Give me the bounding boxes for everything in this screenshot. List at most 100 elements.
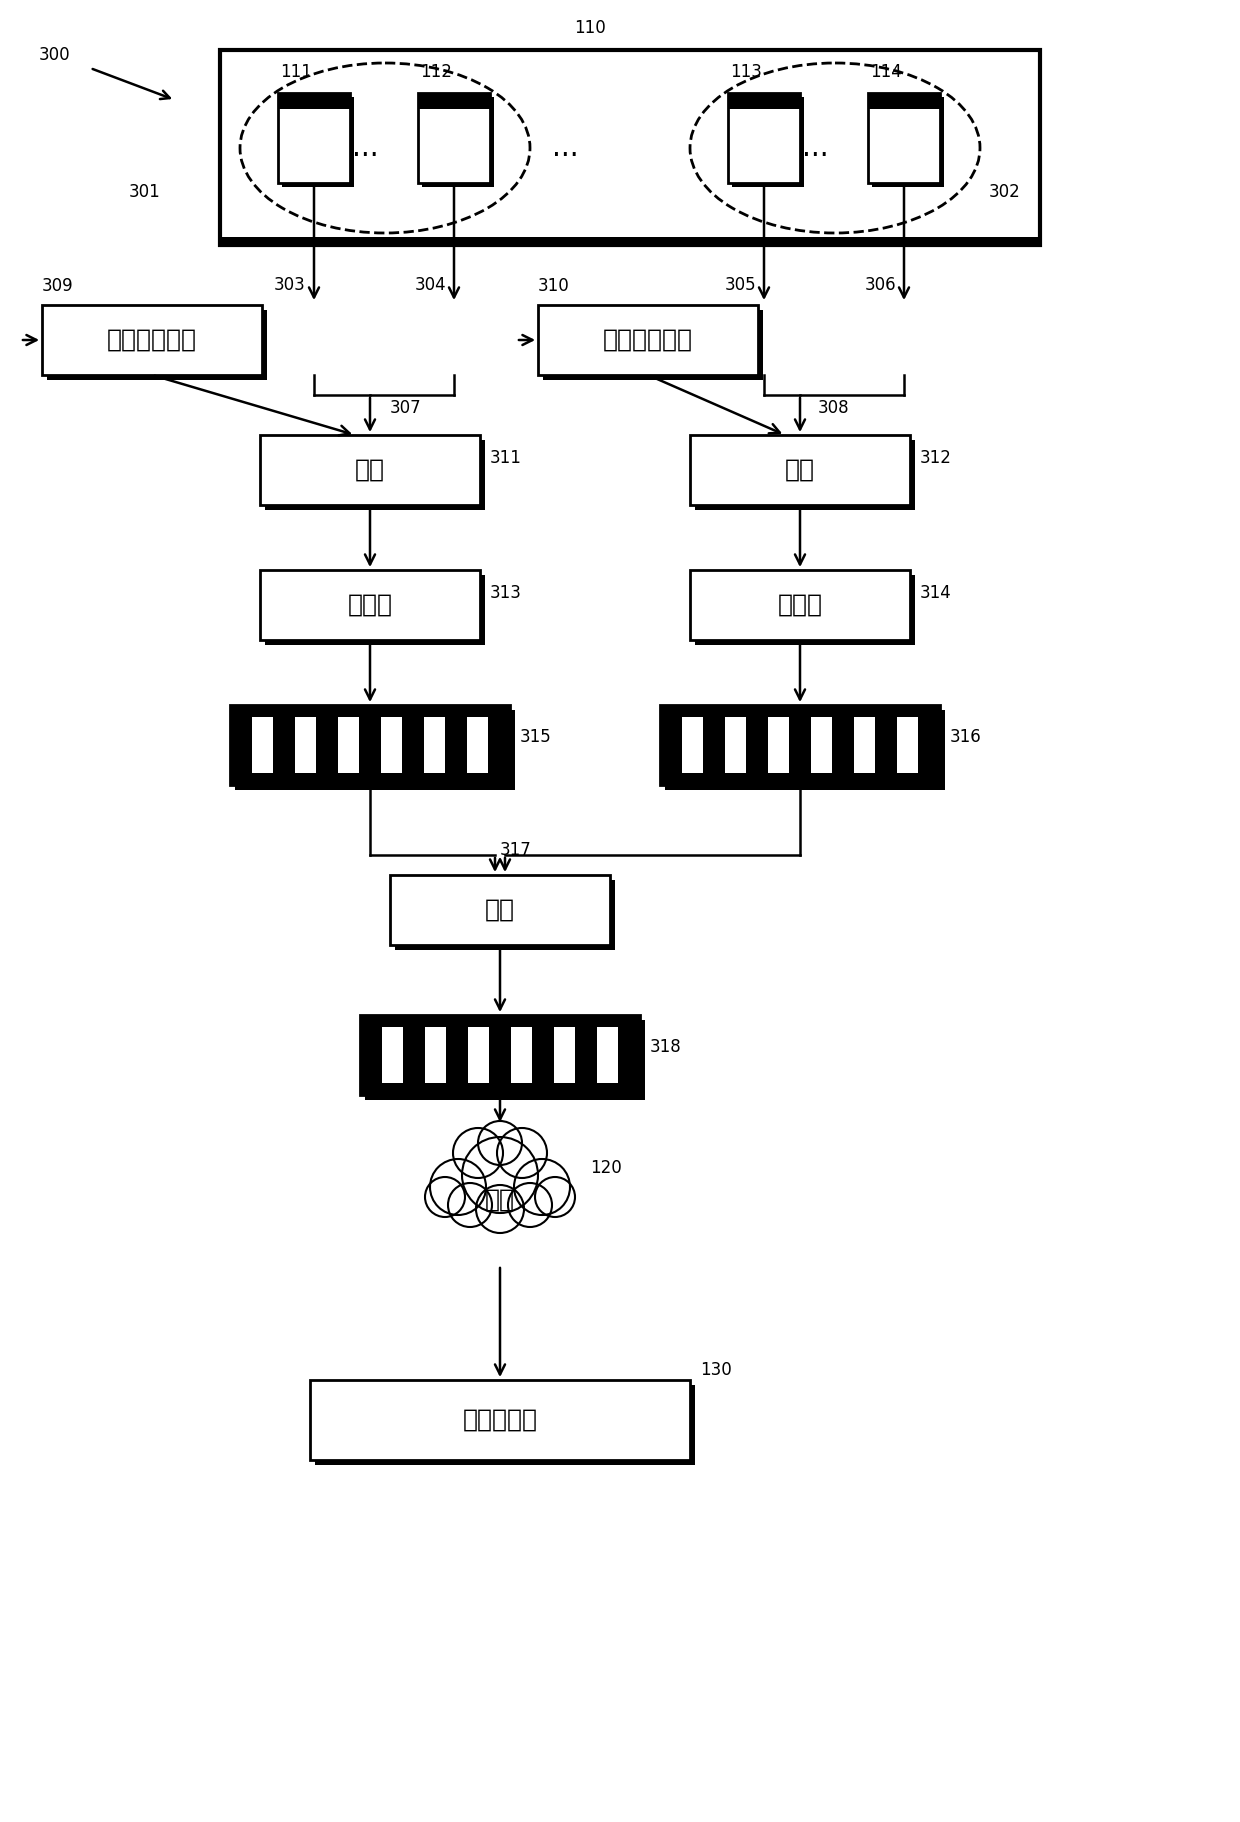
Bar bbox=[868, 93, 940, 109]
Bar bbox=[660, 718, 682, 773]
Bar bbox=[789, 718, 811, 773]
Bar bbox=[422, 97, 494, 188]
Text: 315: 315 bbox=[520, 729, 552, 745]
Bar bbox=[260, 435, 480, 505]
Bar bbox=[236, 711, 515, 791]
Circle shape bbox=[534, 1177, 575, 1217]
Bar bbox=[418, 93, 490, 182]
Text: 301: 301 bbox=[129, 182, 161, 200]
Bar bbox=[42, 304, 262, 375]
Bar bbox=[875, 718, 897, 773]
Text: 网络: 网络 bbox=[485, 1188, 515, 1212]
Bar bbox=[229, 705, 510, 785]
Text: 交织: 交织 bbox=[785, 457, 815, 483]
Text: 时间码发生器: 时间码发生器 bbox=[107, 328, 197, 352]
Bar bbox=[295, 718, 316, 773]
Bar bbox=[854, 718, 875, 773]
Bar bbox=[47, 310, 267, 381]
Bar bbox=[360, 1015, 640, 1095]
Text: 交织: 交织 bbox=[355, 457, 384, 483]
Text: 305: 305 bbox=[724, 275, 756, 293]
Bar bbox=[543, 310, 763, 381]
Bar bbox=[219, 237, 1040, 244]
Bar bbox=[660, 705, 940, 718]
Text: 130: 130 bbox=[701, 1361, 732, 1379]
Circle shape bbox=[425, 1177, 465, 1217]
Circle shape bbox=[477, 1121, 522, 1164]
Text: 311: 311 bbox=[490, 448, 522, 466]
Text: ...: ... bbox=[352, 135, 378, 162]
Text: ...: ... bbox=[802, 135, 828, 162]
Text: 112: 112 bbox=[420, 64, 451, 80]
Text: 313: 313 bbox=[490, 585, 522, 601]
Bar bbox=[360, 1028, 382, 1082]
Text: 306: 306 bbox=[864, 275, 895, 293]
Bar bbox=[278, 93, 350, 182]
Bar bbox=[703, 718, 724, 773]
Bar bbox=[694, 439, 915, 510]
Bar bbox=[732, 97, 804, 188]
Circle shape bbox=[453, 1128, 503, 1179]
Text: 314: 314 bbox=[920, 585, 952, 601]
Circle shape bbox=[515, 1159, 570, 1215]
Text: 318: 318 bbox=[650, 1039, 682, 1057]
Bar bbox=[660, 773, 940, 785]
Text: 时间码发生器: 时间码发生器 bbox=[603, 328, 693, 352]
Text: ...: ... bbox=[552, 135, 578, 162]
Bar bbox=[445, 718, 467, 773]
Circle shape bbox=[430, 1159, 486, 1215]
Bar bbox=[365, 1020, 645, 1100]
Circle shape bbox=[476, 1184, 525, 1233]
Circle shape bbox=[463, 1137, 538, 1213]
Circle shape bbox=[497, 1128, 547, 1179]
Text: 120: 120 bbox=[590, 1159, 621, 1177]
Bar bbox=[446, 1028, 467, 1082]
Bar bbox=[424, 718, 445, 773]
Bar bbox=[229, 718, 252, 773]
Bar bbox=[554, 1028, 575, 1082]
Bar bbox=[728, 93, 800, 109]
Bar bbox=[919, 718, 940, 773]
Text: 113: 113 bbox=[730, 64, 761, 80]
Bar bbox=[490, 1028, 511, 1082]
Text: 111: 111 bbox=[280, 64, 312, 80]
Circle shape bbox=[448, 1182, 492, 1226]
Bar bbox=[381, 718, 402, 773]
Bar bbox=[467, 1028, 490, 1082]
Text: 309: 309 bbox=[42, 277, 73, 295]
Text: 300: 300 bbox=[40, 46, 71, 64]
Bar bbox=[424, 1028, 446, 1082]
Bar bbox=[660, 705, 940, 785]
Bar bbox=[229, 705, 510, 718]
Bar bbox=[360, 1015, 640, 1095]
Text: 303: 303 bbox=[274, 275, 306, 293]
Text: 317: 317 bbox=[500, 842, 532, 858]
Text: 调度: 调度 bbox=[485, 898, 515, 922]
Bar bbox=[396, 880, 615, 949]
Bar bbox=[532, 1028, 554, 1082]
Bar bbox=[538, 304, 758, 375]
Text: 302: 302 bbox=[990, 182, 1021, 200]
Bar bbox=[337, 718, 360, 773]
Bar bbox=[260, 570, 480, 640]
Bar bbox=[768, 718, 789, 773]
Bar bbox=[265, 576, 485, 645]
Bar bbox=[619, 1028, 640, 1082]
Bar bbox=[811, 718, 832, 773]
Bar bbox=[897, 718, 919, 773]
Bar bbox=[418, 93, 490, 109]
Text: 流切片: 流切片 bbox=[347, 592, 393, 618]
Text: 304: 304 bbox=[414, 275, 446, 293]
Bar bbox=[694, 576, 915, 645]
Bar bbox=[689, 570, 910, 640]
Circle shape bbox=[508, 1182, 552, 1226]
Bar bbox=[728, 93, 800, 182]
Bar bbox=[575, 1028, 596, 1082]
Text: 远程服务器: 远程服务器 bbox=[463, 1408, 537, 1432]
Bar bbox=[832, 718, 854, 773]
Bar bbox=[360, 1015, 640, 1028]
Bar bbox=[689, 435, 910, 505]
Bar bbox=[467, 718, 489, 773]
Bar bbox=[660, 705, 940, 785]
Text: 流切片: 流切片 bbox=[777, 592, 822, 618]
